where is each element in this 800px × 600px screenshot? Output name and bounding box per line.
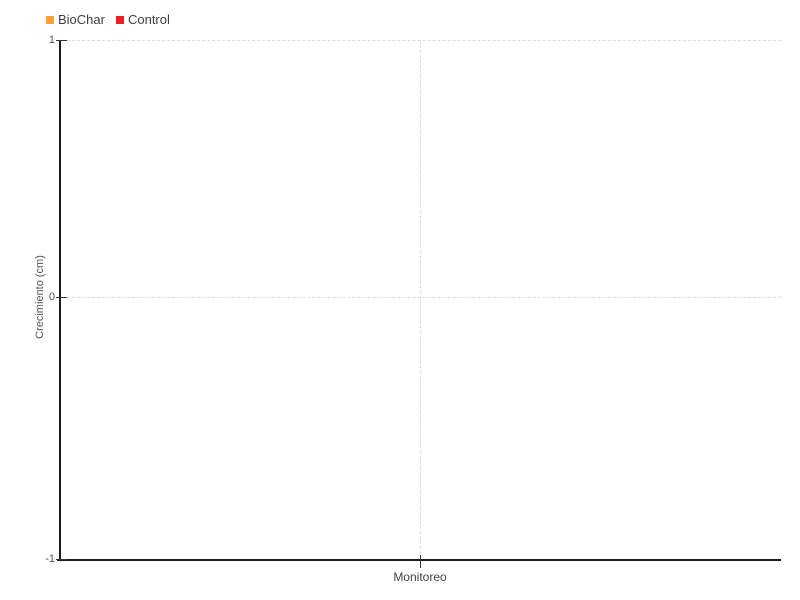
x-tick-mark-center: [420, 555, 421, 568]
y-axis-title: Crecimiento (cm): [34, 255, 46, 339]
gridline-y1: [67, 40, 781, 41]
legend-label-biochar: BioChar: [58, 12, 105, 27]
y-tick-mark-neg1: [56, 559, 67, 560]
x-axis-line: [57, 559, 781, 561]
y-tick-mark-0: [56, 297, 67, 298]
legend-label-control: Control: [127, 12, 170, 27]
legend-swatch-biochar-icon: [46, 15, 54, 24]
legend-swatch-control-icon: [115, 15, 124, 24]
y-tick-label-neg1: -1: [45, 553, 55, 565]
y-tick-label-1: 1: [48, 34, 55, 46]
legend-item-biochar[interactable]: BioChar: [46, 12, 105, 27]
y-tick-label-0: 0: [48, 291, 55, 303]
gridline-x-center: [420, 40, 421, 554]
legend: BioChar Control: [46, 12, 170, 27]
y-tick-mark-1: [56, 40, 67, 41]
x-axis-title: Monitoreo: [393, 570, 447, 584]
legend-item-control[interactable]: Control: [115, 12, 170, 27]
y-axis-line: [59, 40, 61, 560]
gridline-y0: [67, 297, 781, 298]
